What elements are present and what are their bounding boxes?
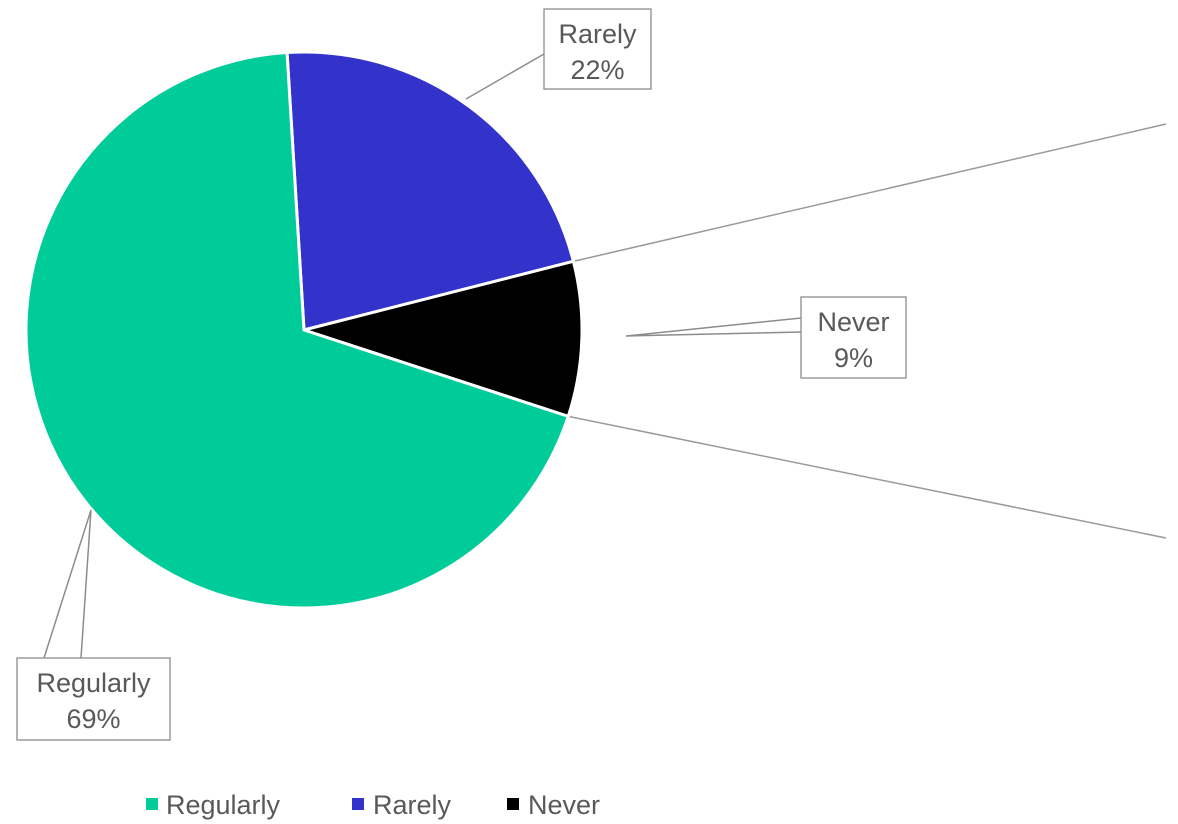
data-labels: Rarely 22% Never 9% Regularly 69% xyxy=(16,8,907,741)
data-label-value: 9% xyxy=(834,343,873,373)
data-label-value: 22% xyxy=(570,55,624,85)
leader-line-regularly xyxy=(43,509,92,659)
legend-item-rarely: Rarely xyxy=(352,790,452,820)
data-label-box xyxy=(16,657,171,741)
leader-line-never xyxy=(625,317,802,337)
pie-of-pie-connectors xyxy=(568,123,1167,539)
legend-label: Rarely xyxy=(373,790,452,820)
legend-item-regularly: Regularly xyxy=(146,790,281,820)
data-label-value: 69% xyxy=(66,704,120,734)
data-label-never: Never 9% xyxy=(800,296,907,379)
pie-slice-rarely xyxy=(285,50,576,332)
pie-slices xyxy=(24,50,584,610)
legend-item-never: Never xyxy=(507,790,600,820)
data-label-box xyxy=(800,296,907,379)
data-label-rarely: Rarely 22% xyxy=(543,8,652,90)
label-leader-lines xyxy=(43,53,802,659)
legend-marker xyxy=(352,798,364,810)
leader-line-rarely xyxy=(465,53,545,100)
pie-slice-never xyxy=(298,259,584,419)
connector-line-lower xyxy=(568,415,1167,539)
data-label-category: Never xyxy=(817,307,889,337)
legend: Regularly Rarely Never xyxy=(146,790,600,820)
legend-label: Regularly xyxy=(166,790,281,820)
legend-label: Never xyxy=(528,790,600,820)
pie-slice-regularly xyxy=(24,50,571,610)
data-label-category: Rarely xyxy=(558,19,637,49)
data-label-regularly: Regularly 69% xyxy=(16,657,171,741)
data-label-box xyxy=(543,8,652,90)
data-label-category: Regularly xyxy=(36,668,151,698)
connector-line-upper xyxy=(573,123,1167,263)
legend-marker xyxy=(507,798,519,810)
legend-marker xyxy=(146,798,158,810)
